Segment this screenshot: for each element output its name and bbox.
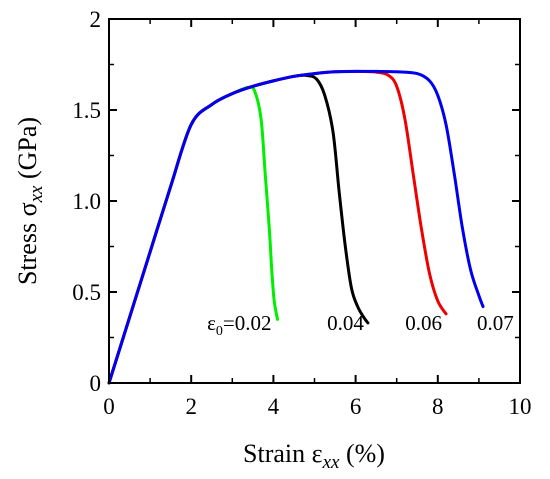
y-tick-label: 1.0 <box>72 189 101 214</box>
curve-label-0.02: ε0=0.02 <box>207 311 271 339</box>
x-tick-label: 0 <box>103 394 115 419</box>
y-tick-label: 0.5 <box>72 280 101 305</box>
x-tick-label: 10 <box>509 394 532 419</box>
curve-label-0.07: 0.07 <box>477 311 514 335</box>
series-layer <box>107 69 485 385</box>
series-line-0.02 <box>107 85 280 385</box>
y-tick-label: 2 <box>90 7 102 32</box>
curve-label-0.06: 0.06 <box>405 311 442 335</box>
ticks-layer: 0 2 4 6 8 10 0 0.5 1.0 1.5 2 <box>72 7 531 419</box>
x-tick-label: 6 <box>350 394 362 419</box>
y-axis-title: Stress σxx (GPa) <box>13 117 47 285</box>
curve-label-0.04: 0.04 <box>327 311 364 335</box>
curve-labels-layer: ε0=0.02 0.04 0.06 0.07 <box>207 311 514 339</box>
x-tick-label: 8 <box>432 394 444 419</box>
x-tick-label: 4 <box>268 394 280 419</box>
series-line-0.06 <box>107 69 448 385</box>
x-axis-title: Strain εxx (%) <box>243 439 385 473</box>
y-tick-label: 0 <box>90 371 102 396</box>
series-line-0.07 <box>107 69 485 385</box>
y-tick-label: 1.5 <box>72 98 101 123</box>
x-tick-label: 2 <box>185 394 197 419</box>
series-line-0.04 <box>107 73 370 385</box>
